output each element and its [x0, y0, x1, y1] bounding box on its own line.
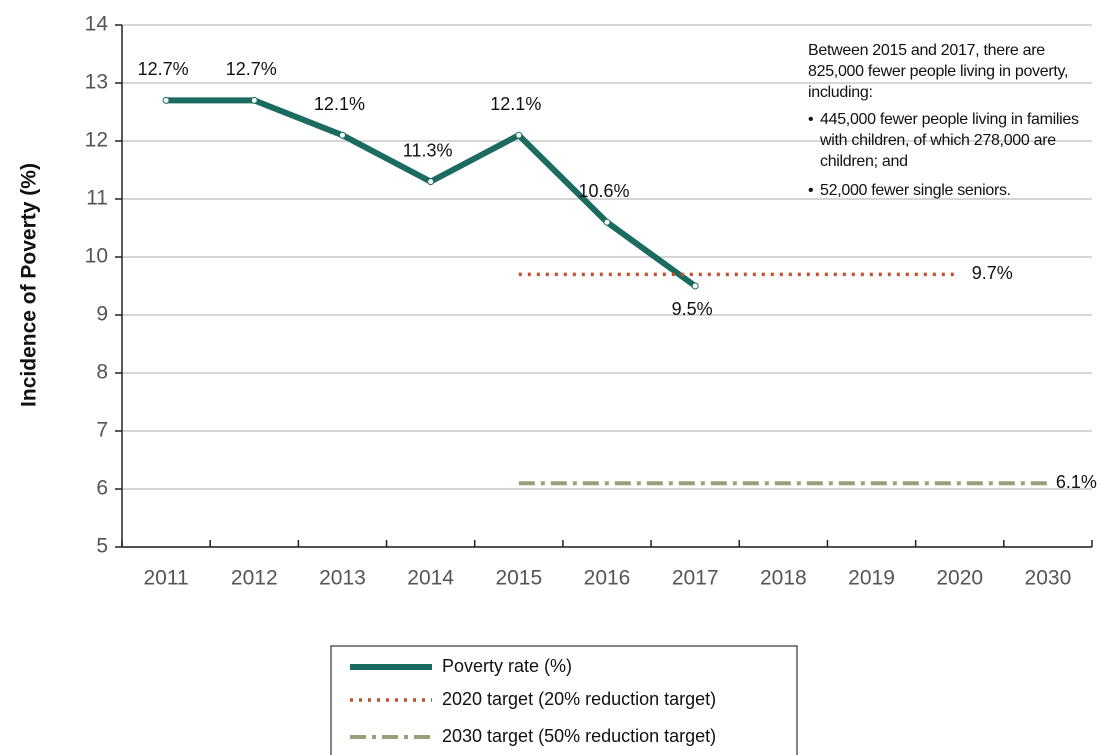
annotation-intro: Between 2015 and 2017, there are 825,000… [808, 42, 1069, 101]
point [515, 131, 523, 139]
data-label: 10.6% [578, 181, 629, 201]
x-tick-label: 2018 [760, 567, 807, 590]
x-tick-label: 2020 [936, 567, 983, 590]
x-tick-label: 2017 [672, 567, 719, 590]
x-tick-label: 2011 [144, 567, 189, 590]
annotation-bullet: 52,000 fewer single seniors. [808, 180, 1098, 201]
point [338, 131, 346, 139]
data-label: 6.1% [1056, 472, 1097, 492]
x-tick-label: 2030 [1025, 567, 1072, 590]
annotation: Between 2015 and 2017, there are 825,000… [808, 40, 1098, 209]
y-tick-label: 11 [86, 187, 108, 210]
x-tick-label: 2016 [584, 567, 631, 590]
x-tick-label: 2012 [231, 567, 278, 590]
legend-label: 2030 target (50% reduction target) [442, 726, 716, 746]
x-tick-label: 2014 [407, 567, 454, 590]
y-tick-label: 9 [96, 303, 108, 326]
y-axis-label: Incidence of Poverty (%) [18, 163, 41, 407]
point [250, 96, 258, 104]
data-label: 12.7% [226, 59, 277, 79]
y-tick-label: 10 [85, 245, 108, 268]
y-tick-label: 5 [96, 535, 108, 558]
data-label: 12.1% [314, 94, 365, 114]
annotation-bullet: 445,000 fewer people living in families … [808, 109, 1098, 172]
legend-label: 2020 target (20% reduction target) [442, 689, 716, 709]
y-tick-label: 14 [85, 13, 109, 36]
x-tick-label: 2019 [848, 567, 895, 590]
y-tick-label: 8 [96, 361, 108, 384]
point [603, 218, 611, 226]
y-tick-label: 13 [85, 71, 108, 94]
data-label: 12.1% [490, 94, 541, 114]
legend-label: Poverty rate (%) [442, 656, 572, 676]
data-label: 9.5% [672, 299, 713, 319]
x-tick-label: 2013 [319, 567, 366, 590]
point [427, 178, 435, 186]
point [691, 282, 699, 290]
annotation-list: 445,000 fewer people living in families … [808, 109, 1098, 201]
data-label: 12.7% [138, 59, 189, 79]
data-label: 11.3% [403, 140, 453, 160]
point [162, 96, 170, 104]
y-tick-label: 7 [96, 419, 108, 442]
y-tick-label: 12 [85, 129, 108, 152]
y-tick-label: 6 [96, 477, 108, 500]
data-label: 9.7% [972, 263, 1013, 283]
x-tick-label: 2015 [495, 567, 542, 590]
